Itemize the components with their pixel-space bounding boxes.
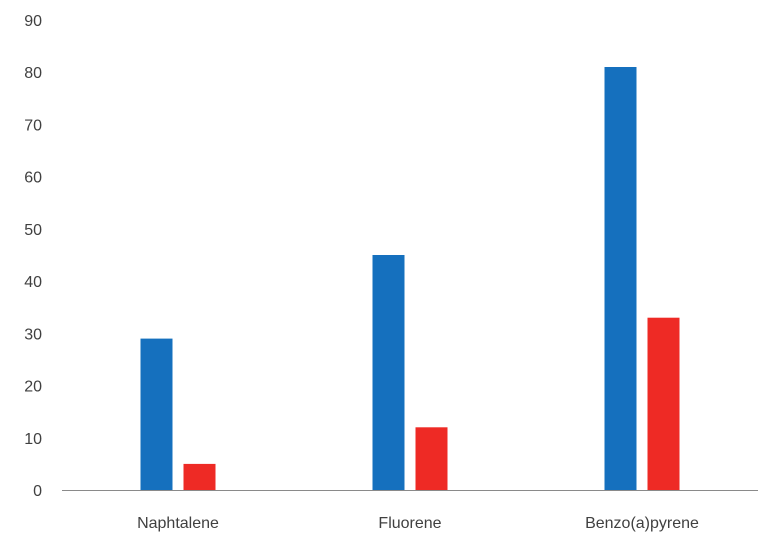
bar-fluorene-series-1	[372, 255, 405, 490]
x-category-label: Fluorene	[378, 515, 441, 532]
y-tick-label: 80	[24, 65, 42, 82]
bar-fluorene-series-2	[415, 427, 448, 490]
y-tick-label: 70	[24, 117, 42, 134]
y-tick-label: 0	[33, 483, 42, 500]
y-tick-label: 20	[24, 379, 42, 396]
y-tick-label: 90	[24, 13, 42, 30]
x-axis-category-labels: Naphtalene Fluorene Benzo(a)pyrene	[137, 515, 699, 532]
bars	[140, 67, 680, 490]
bar-benzo-a-pyrene-series-2	[647, 317, 680, 490]
bar-naphtalene-series-1	[140, 338, 173, 490]
x-category-label: Benzo(a)pyrene	[585, 515, 699, 532]
y-tick-label: 40	[24, 274, 42, 291]
y-tick-label: 50	[24, 222, 42, 239]
bar-naphtalene-series-2	[183, 463, 216, 490]
y-tick-label: 30	[24, 326, 42, 343]
x-category-label: Naphtalene	[137, 515, 219, 532]
bar-benzo-a-pyrene-series-1	[604, 67, 637, 490]
y-tick-label: 60	[24, 170, 42, 187]
y-axis-tick-labels: 0 10 20 30 40 50 60 70 80 90	[24, 13, 42, 500]
y-tick-label: 10	[24, 431, 42, 448]
